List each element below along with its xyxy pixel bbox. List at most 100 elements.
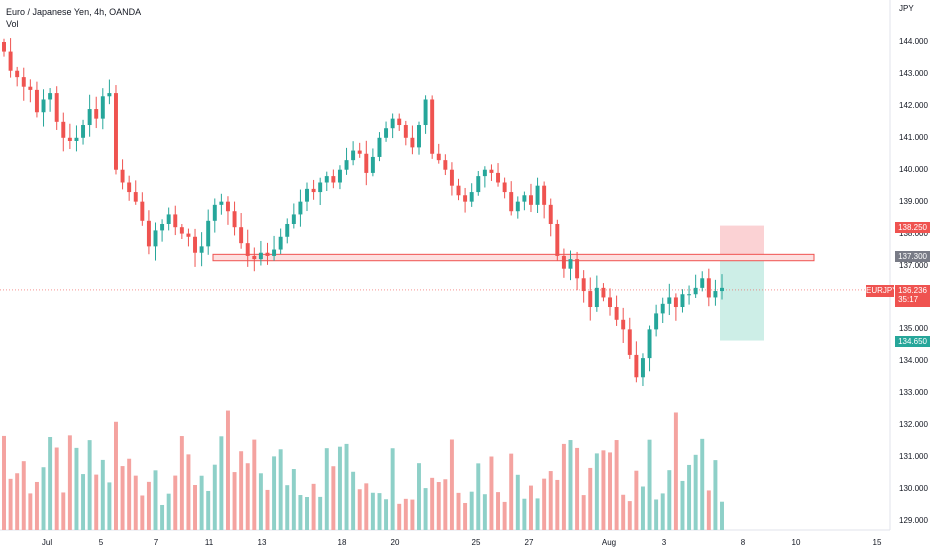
candle-body [2, 42, 6, 52]
volume-bar [272, 456, 277, 530]
volume-bar [54, 447, 59, 530]
candle-body [67, 137, 72, 141]
volume-bar [311, 483, 316, 530]
volume-bar [285, 485, 290, 530]
volume-bar [258, 473, 263, 530]
candle-body [285, 224, 290, 237]
candle-body [34, 89, 39, 113]
date-tick-label: 3 [661, 538, 667, 547]
volume-bar [627, 501, 632, 530]
price-tick-label: 134.000 [899, 356, 928, 366]
date-tick-label: 25 [471, 538, 481, 547]
candle-body [265, 252, 270, 256]
volume-bar [713, 460, 718, 530]
price-tick-label: 143.000 [899, 68, 928, 78]
volume-bar [430, 477, 435, 530]
volume-bar [239, 451, 244, 530]
volume-bar [28, 493, 33, 530]
candle-body [61, 121, 66, 138]
symbol-title[interactable]: Euro / Japanese Yen, 4h, OANDA [6, 7, 142, 17]
candle-body [258, 252, 263, 260]
candle-body [21, 77, 26, 87]
volume-bar [357, 489, 362, 530]
candle-body [54, 93, 59, 122]
candle-body [278, 236, 283, 250]
candle-body [489, 169, 494, 173]
volume-bar [660, 493, 665, 530]
position-risk-zone [720, 225, 764, 256]
volume-bar [219, 436, 224, 530]
resistance-zone [212, 253, 815, 262]
volume-bar [225, 410, 230, 530]
volume-bar [21, 461, 26, 530]
candle-body [351, 150, 356, 161]
volume-bar [706, 490, 711, 530]
candle-body [219, 201, 224, 205]
volume-bar [2, 435, 6, 530]
candle-body [318, 182, 323, 193]
resistance-price-tag: 137.300 [895, 251, 930, 262]
candle-body [581, 278, 586, 292]
candle-body [41, 99, 46, 113]
candle-body [212, 204, 217, 221]
candle-body [305, 188, 309, 202]
date-tick-label: 20 [390, 538, 400, 547]
candle-body [640, 358, 645, 378]
volume-bar [384, 499, 389, 530]
date-tick-label: 13 [257, 538, 267, 547]
volume-bar [232, 472, 237, 530]
candle-body [627, 329, 632, 355]
volume-bar [397, 503, 402, 530]
price-tick-label: 129.000 [899, 515, 928, 525]
candle-body [469, 192, 474, 202]
candle-body [199, 246, 204, 253]
symbol-tag: EURJPY [866, 285, 898, 297]
date-tick-label: Jul [41, 538, 53, 547]
date-tick-label: 27 [524, 538, 534, 547]
volume-bar [436, 482, 441, 530]
volume-bar [601, 450, 606, 530]
volume-bar [344, 443, 349, 530]
candle-body [449, 169, 454, 186]
volume-bar [252, 439, 257, 530]
volume-bar [206, 490, 211, 530]
volume-bar [8, 478, 13, 530]
volume-label[interactable]: Vol [6, 19, 19, 29]
price-tick-label: 140.000 [899, 164, 928, 174]
volume-bar [489, 456, 494, 530]
candle-body [81, 125, 86, 138]
date-tick-label: 7 [153, 538, 159, 547]
volume-bar [114, 421, 118, 530]
date-tick-label: 15 [872, 538, 882, 547]
candle-body [114, 93, 118, 170]
volume-bar [74, 447, 79, 530]
candle-body [509, 192, 514, 212]
candle-body [568, 259, 573, 269]
candle-body [232, 211, 237, 228]
candle-body [239, 227, 244, 244]
candle-body [476, 176, 481, 193]
candle-body [456, 185, 461, 196]
candle-body [186, 233, 191, 237]
candle-body [344, 160, 349, 170]
candle-body [706, 278, 711, 298]
candle-body [153, 230, 158, 247]
candle-body [28, 86, 33, 90]
volume-bar [245, 463, 250, 530]
price-tick-label: 130.000 [899, 484, 928, 494]
candle-body [146, 220, 151, 247]
volume-bar [528, 485, 533, 530]
candle-body [680, 294, 685, 308]
volume-bar [535, 498, 540, 530]
price-tick-label: 135.000 [899, 324, 928, 334]
candle-body [463, 195, 468, 202]
volume-bar [34, 481, 39, 530]
candle-body [133, 192, 138, 202]
candle-body [397, 118, 402, 126]
volume-bar [621, 494, 626, 530]
countdown-timer: 35:17 [898, 295, 919, 304]
date-tick-label: 10 [791, 538, 801, 547]
candle-body [561, 255, 566, 269]
candle-body [127, 182, 132, 193]
